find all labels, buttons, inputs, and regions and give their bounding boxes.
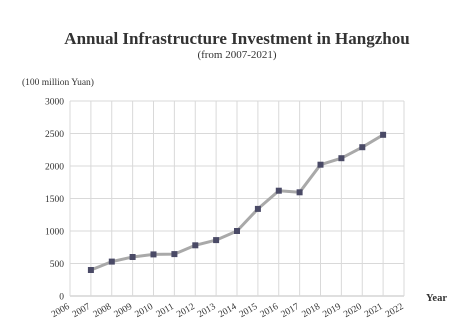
data-point [108, 258, 115, 265]
chart-title: Annual Infrastructure Investment in Hang… [64, 29, 409, 48]
data-point [213, 237, 220, 244]
x-tick-label: 2019 [321, 302, 343, 320]
data-point [192, 242, 199, 249]
x-tick-label: 2009 [113, 302, 135, 320]
y-tick-label: 1500 [45, 195, 64, 205]
x-axis-ticks: 2006 2007 2008 2009 2010 2011 2012 2013 2014 2015… [50, 302, 406, 320]
data-point [296, 189, 303, 196]
y-tick-label: 500 [50, 260, 65, 270]
x-axis-title: Year [426, 293, 447, 304]
y-tick-label: 1000 [45, 228, 64, 238]
x-tick-label: 2011 [155, 302, 176, 320]
data-point [338, 155, 345, 162]
x-tick-label: 2010 [134, 302, 156, 320]
x-tick-label: 2016 [259, 302, 281, 320]
x-tick-label: 2014 [217, 302, 239, 320]
data-point [254, 205, 261, 212]
data-point [359, 144, 366, 151]
grid [69, 100, 405, 297]
x-tick-label: 2022 [384, 302, 406, 320]
x-tick-label: 2015 [238, 302, 260, 320]
data-point [380, 131, 387, 138]
y-tick-label: 2500 [45, 130, 64, 140]
x-tick-label: 2008 [92, 302, 114, 320]
y-tick-label: 2000 [45, 163, 64, 173]
chart-subtitle: (from 2007-2021) [197, 49, 276, 61]
x-tick-label: 2021 [363, 302, 385, 320]
x-tick-label: 2007 [71, 302, 93, 320]
data-point [87, 267, 94, 273]
data-point [129, 254, 136, 260]
x-tick-label: 2006 [50, 302, 72, 320]
y-axis-unit-label: (100 million Yuan) [22, 77, 94, 88]
x-tick-label: 2018 [301, 302, 323, 320]
y-tick-label: 0 [59, 293, 64, 303]
data-point [150, 251, 157, 258]
y-axis-ticks: 0 500 1000 1500 2000 2500 3000 [45, 98, 64, 303]
data-point [171, 251, 178, 258]
data-point [275, 187, 282, 194]
x-tick-label: 2013 [196, 302, 218, 320]
x-tick-label: 2017 [280, 302, 302, 320]
data-point [234, 228, 240, 234]
series-investment [87, 131, 387, 273]
y-tick-label: 3000 [45, 98, 64, 108]
data-point [317, 161, 324, 168]
x-tick-label: 2012 [175, 302, 197, 320]
x-tick-label: 2020 [342, 302, 364, 320]
